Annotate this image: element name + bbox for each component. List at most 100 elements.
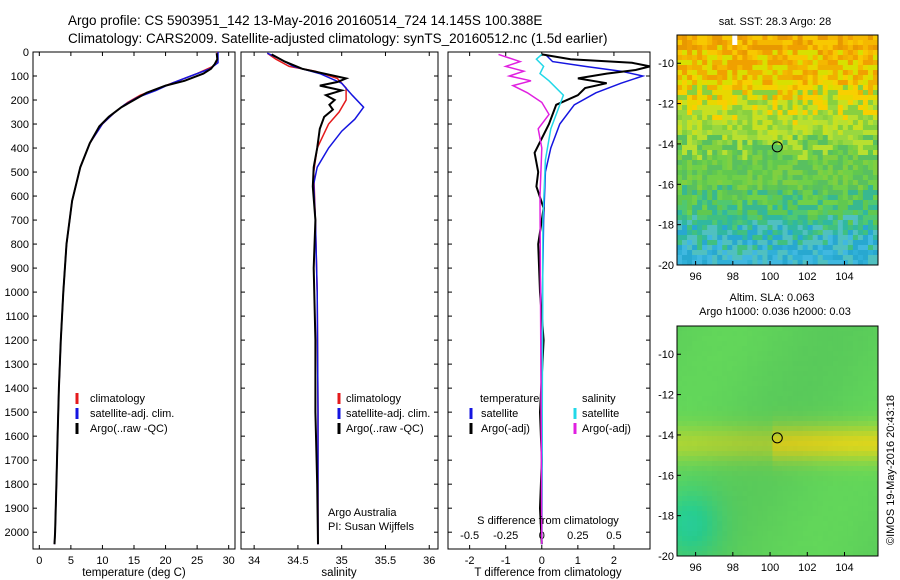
- heatmap-cell: [722, 386, 728, 392]
- heatmap-cell: [802, 501, 809, 507]
- heatmap-cell: [677, 210, 683, 216]
- heatmap-cell: [717, 426, 723, 432]
- heatmap-cell: [862, 170, 869, 176]
- heatmap-cell: [762, 381, 768, 387]
- heatmap-cell: [872, 471, 879, 477]
- heatmap-cell: [737, 476, 743, 482]
- heatmap-cell: [762, 255, 768, 261]
- heatmap-cell: [717, 441, 723, 447]
- heatmap-cell: [742, 346, 748, 352]
- heatmap-cell: [732, 35, 738, 41]
- heatmap-cell: [817, 496, 824, 502]
- heatmap-cell: [787, 511, 793, 517]
- heatmap-cell: [872, 250, 879, 256]
- heatmap-cell: [712, 451, 718, 457]
- heatmap-cell: [777, 521, 783, 527]
- heatmap-cell: [752, 361, 758, 367]
- heatmap-cell: [727, 40, 733, 46]
- heatmap-cell: [807, 416, 814, 422]
- heatmap-cell: [852, 155, 859, 161]
- heatmap-cell: [747, 401, 753, 407]
- heatmap-cell: [717, 185, 723, 191]
- heatmap-cell: [797, 441, 804, 447]
- heatmap-cell: [772, 45, 778, 51]
- heatmap-cell: [732, 55, 738, 61]
- heatmap-cell: [677, 140, 683, 146]
- heatmap-cell: [697, 110, 703, 116]
- heatmap-cell: [842, 476, 849, 482]
- heatmap-cell: [812, 501, 819, 507]
- heatmap-cell: [767, 240, 773, 246]
- heatmap-cell: [807, 446, 814, 452]
- heatmap-cell: [677, 331, 683, 337]
- heatmap-cell: [832, 175, 839, 181]
- heatmap-cell: [677, 341, 683, 347]
- heatmap-cell: [767, 225, 773, 231]
- heatmap-cell: [762, 105, 768, 111]
- heatmap-cell: [682, 451, 688, 457]
- heatmap-cell: [867, 115, 874, 121]
- heatmap-cell: [822, 366, 829, 372]
- heatmap-cell: [717, 55, 723, 61]
- heatmap-cell: [827, 195, 834, 201]
- heatmap-cell: [757, 195, 763, 201]
- y-tick-label: 900: [11, 263, 29, 275]
- heatmap-cell: [757, 366, 763, 372]
- heatmap-cell: [757, 546, 763, 552]
- heatmap-cell: [727, 160, 733, 166]
- heatmap-cell: [742, 80, 748, 86]
- heatmap-cell: [852, 461, 859, 467]
- heatmap-cell: [832, 240, 839, 246]
- difference-axes-frame: [447, 51, 651, 550]
- heatmap-cell: [742, 170, 748, 176]
- heatmap-cell: [747, 150, 753, 156]
- heatmap-cell: [802, 155, 809, 161]
- heatmap-cell: [817, 361, 824, 367]
- heatmap-cell: [677, 491, 683, 497]
- heatmap-cell: [842, 45, 849, 51]
- heatmap-cell: [687, 45, 693, 51]
- heatmap-cell: [777, 215, 783, 221]
- heatmap-cell: [802, 446, 809, 452]
- heatmap-cell: [842, 426, 849, 432]
- heatmap-cell: [797, 180, 804, 186]
- heatmap-cell: [677, 150, 683, 156]
- heatmap-cell: [862, 446, 869, 452]
- heatmap-cell: [867, 205, 874, 211]
- heatmap-cell: [842, 255, 849, 261]
- heatmap-cell: [852, 200, 859, 206]
- heatmap-cell: [677, 336, 683, 342]
- heatmap-cell: [782, 160, 788, 166]
- heatmap-cell: [782, 45, 788, 51]
- heatmap-cell: [792, 180, 799, 186]
- heatmap-cell: [732, 250, 738, 256]
- heatmap-cell: [842, 516, 849, 522]
- heatmap-cell: [747, 220, 753, 226]
- heatmap-cell: [812, 491, 819, 497]
- heatmap-cell: [872, 516, 879, 522]
- heatmap-cell: [797, 105, 804, 111]
- heatmap-cell: [747, 55, 753, 61]
- heatmap-cell: [707, 456, 713, 462]
- heatmap-cell: [812, 421, 819, 427]
- heatmap-cell: [782, 376, 788, 382]
- heatmap-cell: [782, 511, 788, 517]
- heatmap-cell: [787, 386, 793, 392]
- heatmap-cell: [857, 506, 864, 512]
- heatmap-cell: [837, 511, 844, 517]
- heatmap-cell: [712, 45, 718, 51]
- heatmap-cell: [787, 486, 793, 492]
- heatmap-cell: [807, 255, 814, 261]
- heatmap-cell: [687, 140, 693, 146]
- heatmap-cell: [737, 250, 743, 256]
- heatmap-cell: [832, 145, 839, 151]
- heatmap-cell: [792, 406, 799, 412]
- heatmap-cell: [692, 165, 698, 171]
- heatmap-cell: [797, 426, 804, 432]
- heatmap-cell: [677, 75, 683, 81]
- heatmap-cell: [692, 371, 698, 377]
- heatmap-cell: [842, 356, 849, 362]
- heatmap-cell: [682, 406, 688, 412]
- heatmap-cell: [707, 85, 713, 91]
- heatmap-cell: [697, 551, 703, 557]
